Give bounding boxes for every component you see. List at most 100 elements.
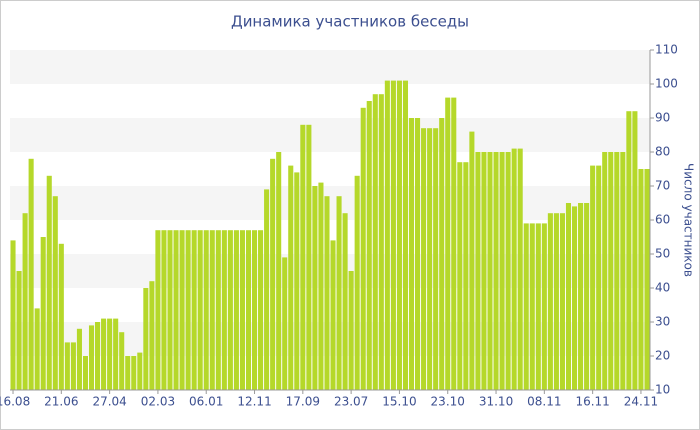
bar [626,111,632,390]
x-tick-label: 24.11 [624,395,658,409]
bar [330,240,336,390]
bar [421,128,427,390]
bar [571,206,578,390]
y-tick-label: 50 [655,247,670,261]
bar [245,230,252,390]
bar [197,230,203,390]
bar [22,213,28,390]
bar [475,152,481,390]
bar [463,162,469,390]
bar [415,118,421,390]
bar [427,128,433,390]
bar [101,318,107,390]
y-tick-label: 60 [655,213,670,227]
bar [34,308,40,390]
bar [402,80,409,390]
bar [16,271,22,390]
x-tick-label: 27.04 [92,395,126,409]
bar [312,186,318,390]
bar [408,118,415,390]
x-tick-label: 08.11 [527,395,561,409]
bar [547,213,553,390]
bar [282,257,288,390]
bar [149,281,155,390]
bar [203,230,209,390]
y-tick-label: 10 [655,383,670,397]
bar [608,152,614,390]
x-tick-label: 31.10 [479,395,513,409]
bar [288,165,294,390]
bar [481,152,487,390]
bar [221,230,227,390]
bar [535,223,541,390]
grid-band [10,50,650,84]
bar [270,158,276,390]
bar [348,271,354,390]
y-tick-label: 90 [655,111,670,125]
x-tick-label: 12.11 [237,395,271,409]
bar [469,131,475,390]
bar [227,230,233,390]
bar [209,230,215,390]
bar [529,223,535,390]
bar [215,230,221,390]
bar [76,328,82,390]
bar [505,152,511,390]
bar [565,203,572,390]
bar [578,203,584,390]
bar [264,189,270,390]
grid-band [10,118,650,152]
y-tick-label: 80 [655,145,670,159]
bar [143,288,149,390]
bar [185,230,191,390]
bar [324,196,330,390]
bar [596,165,602,390]
bar [251,230,258,390]
bar [517,148,523,390]
bar [487,152,493,390]
bar [396,80,402,390]
bar [107,318,113,390]
y-tick-label: 30 [655,315,670,329]
bar [167,230,173,390]
bar [433,128,439,390]
y-tick-label: 110 [655,43,678,57]
x-tick-label: 17.09 [286,395,320,409]
bar [360,107,366,391]
bar [161,230,167,390]
bar [372,94,378,390]
bar [239,230,245,390]
bar [541,223,547,390]
bar [173,230,179,390]
bar [590,165,596,390]
bar [306,124,312,391]
bar [493,152,499,390]
bar [318,182,324,390]
bar [614,152,620,390]
bar [276,152,282,390]
x-tick-label: 16.11 [575,395,609,409]
bar [40,237,46,390]
bar [445,97,451,390]
bar [137,352,143,390]
y-tick-label: 100 [655,77,678,91]
bar [620,152,626,390]
bar [300,124,306,391]
y-tick-label: 70 [655,179,670,193]
bar [499,152,505,390]
bar [294,172,300,390]
bar [10,240,16,390]
bar [342,213,348,390]
bar [366,101,372,390]
x-tick-label: 06.01 [189,395,223,409]
bar [559,213,565,390]
bar [155,230,161,390]
bar [644,169,650,390]
x-tick-label: 02.03 [141,395,175,409]
bar [179,230,185,390]
bar [523,223,529,390]
bar [354,175,360,390]
bar [113,318,119,390]
bar [632,111,638,390]
